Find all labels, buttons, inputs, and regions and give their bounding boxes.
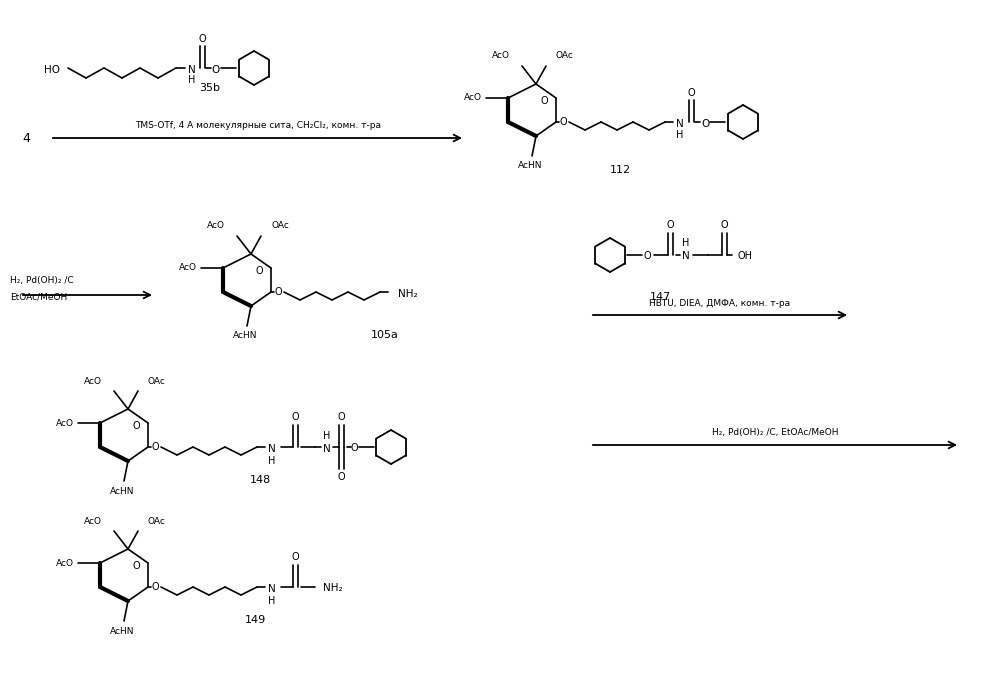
- Text: AcO: AcO: [464, 93, 482, 103]
- Text: O: O: [351, 443, 358, 453]
- Text: AcO: AcO: [56, 419, 74, 428]
- Text: OH: OH: [738, 251, 753, 261]
- Text: H: H: [324, 431, 331, 441]
- Text: O: O: [256, 266, 263, 276]
- Text: AcHN: AcHN: [110, 627, 134, 635]
- Text: OAc: OAc: [148, 377, 166, 385]
- Text: O: O: [720, 220, 728, 230]
- Text: H: H: [269, 456, 276, 466]
- Text: EtOAc/MeOH: EtOAc/MeOH: [10, 293, 67, 302]
- Text: 148: 148: [250, 475, 271, 485]
- Text: AcO: AcO: [84, 377, 102, 385]
- Text: N: N: [268, 584, 276, 594]
- Text: O: O: [291, 552, 299, 562]
- Text: OAc: OAc: [556, 52, 573, 61]
- Text: O: O: [643, 251, 650, 261]
- Text: O: O: [291, 412, 299, 422]
- Text: AcO: AcO: [207, 221, 225, 230]
- Text: OAc: OAc: [148, 516, 166, 526]
- Text: 147: 147: [649, 292, 670, 302]
- Text: HO: HO: [44, 65, 60, 75]
- Text: 112: 112: [609, 165, 630, 175]
- Text: O: O: [133, 561, 140, 571]
- Text: O: O: [151, 582, 159, 592]
- Text: O: O: [687, 88, 695, 98]
- Text: H: H: [676, 130, 683, 140]
- Text: O: O: [151, 442, 159, 452]
- Text: O: O: [338, 472, 345, 482]
- Text: AcO: AcO: [179, 264, 197, 272]
- Text: 105a: 105a: [371, 330, 399, 340]
- Text: O: O: [559, 117, 566, 127]
- Text: NH₂: NH₂: [398, 289, 418, 299]
- Text: 35b: 35b: [200, 83, 221, 93]
- Text: 4: 4: [22, 131, 30, 144]
- Text: NH₂: NH₂: [323, 583, 343, 593]
- Text: N: N: [188, 65, 196, 75]
- Text: H: H: [189, 75, 196, 85]
- Text: N: N: [682, 251, 690, 261]
- Text: H₂, Pd(OH)₂ /C, EtOAc/MeOH: H₂, Pd(OH)₂ /C, EtOAc/MeOH: [711, 428, 838, 437]
- Text: N: N: [268, 444, 276, 454]
- Text: AcHN: AcHN: [110, 486, 134, 496]
- Text: H₂, Pd(OH)₂ /C: H₂, Pd(OH)₂ /C: [10, 276, 74, 285]
- Text: O: O: [274, 287, 282, 297]
- Text: OAc: OAc: [271, 221, 289, 230]
- Text: 149: 149: [245, 615, 266, 625]
- Text: O: O: [540, 97, 548, 106]
- Text: O: O: [133, 422, 140, 431]
- Text: AcO: AcO: [492, 52, 510, 61]
- Text: AcHN: AcHN: [517, 161, 542, 170]
- Text: N: N: [676, 119, 684, 129]
- Text: O: O: [212, 65, 220, 75]
- Text: O: O: [701, 119, 709, 129]
- Text: O: O: [666, 220, 673, 230]
- Text: N: N: [323, 444, 331, 454]
- Text: O: O: [338, 412, 345, 422]
- Text: H: H: [269, 596, 276, 606]
- Text: TMS-OTf, 4 А молекулярные сита, CH₂Cl₂, комн. т-ра: TMS-OTf, 4 А молекулярные сита, CH₂Cl₂, …: [135, 121, 381, 129]
- Text: AcO: AcO: [84, 516, 102, 526]
- Text: H: H: [682, 238, 689, 248]
- Text: HBTU, DIEA, ДМФА, комн. т-ра: HBTU, DIEA, ДМФА, комн. т-ра: [649, 298, 790, 308]
- Text: O: O: [198, 34, 206, 44]
- Text: AcO: AcO: [56, 558, 74, 567]
- Text: AcHN: AcHN: [233, 332, 258, 340]
